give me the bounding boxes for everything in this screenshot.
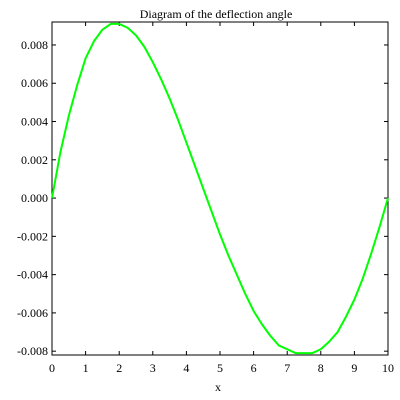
x-tick-label: 0 xyxy=(49,361,55,375)
x-tick-label: 1 xyxy=(83,361,89,375)
y-tick-label: 0.008 xyxy=(21,38,48,52)
x-tick-label: 8 xyxy=(318,361,324,375)
y-tick-label: -0.002 xyxy=(17,229,48,243)
x-tick-label: 9 xyxy=(351,361,357,375)
y-tick-label: -0.004 xyxy=(17,268,48,282)
x-axis-label: x xyxy=(215,380,221,394)
chart-title: Diagram of the deflection angle xyxy=(140,7,293,21)
y-tick-label: 0.004 xyxy=(21,115,48,129)
x-tick-label: 6 xyxy=(251,361,257,375)
y-axis: -0.008 -0.006 -0.004 -0.002 0.000 0.002 0.004 0… xyxy=(17,38,388,358)
deflection-angle-line xyxy=(51,22,389,355)
x-tick-label: 10 xyxy=(382,361,394,375)
x-tick-label: 2 xyxy=(116,361,122,375)
x-tick-label: 7 xyxy=(284,361,290,375)
plot-frame xyxy=(51,21,389,356)
x-tick-label: 5 xyxy=(217,361,223,375)
x-tick-label: 4 xyxy=(183,361,189,375)
y-tick-label: 0.000 xyxy=(21,191,48,205)
y-tick-label: -0.008 xyxy=(17,344,48,358)
series-group xyxy=(51,22,389,355)
y-tick-label: 0.006 xyxy=(21,76,48,90)
plot-area-border xyxy=(51,21,389,356)
y-tick-label: -0.006 xyxy=(17,306,48,320)
x-axis: 0 1 2 3 4 5 6 7 8 9 10 xyxy=(49,22,394,375)
y-tick-label: 0.002 xyxy=(21,153,48,167)
x-tick-label: 3 xyxy=(150,361,156,375)
